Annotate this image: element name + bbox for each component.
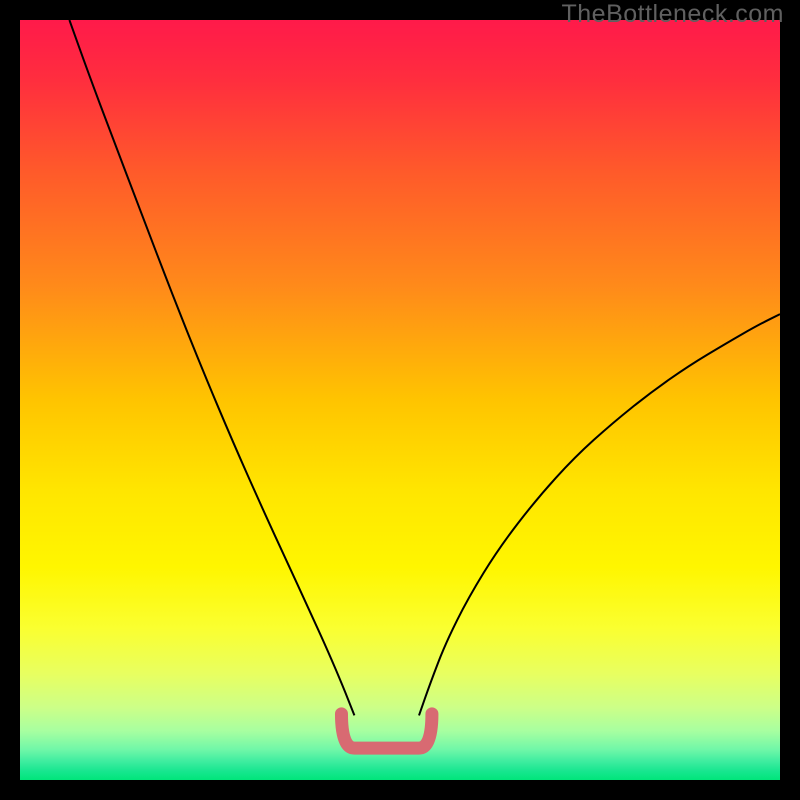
watermark-text: TheBottleneck.com xyxy=(562,0,785,29)
chart-svg xyxy=(20,20,780,780)
gradient-background xyxy=(20,20,780,780)
plot-area xyxy=(20,20,780,780)
